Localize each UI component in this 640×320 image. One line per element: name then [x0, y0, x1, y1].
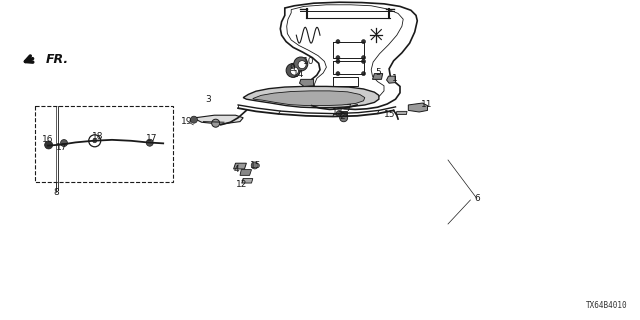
Text: 7: 7: [346, 104, 351, 113]
Polygon shape: [195, 115, 243, 124]
Text: TX64B4010: TX64B4010: [586, 301, 627, 310]
Circle shape: [252, 162, 258, 169]
Polygon shape: [242, 179, 253, 183]
Circle shape: [336, 40, 340, 44]
Polygon shape: [396, 111, 407, 115]
Text: 10: 10: [303, 57, 315, 66]
Circle shape: [61, 140, 67, 147]
Polygon shape: [408, 103, 428, 112]
Polygon shape: [387, 76, 396, 83]
Text: 8: 8: [54, 188, 59, 196]
Circle shape: [336, 111, 342, 116]
Text: 4: 4: [234, 165, 239, 174]
Circle shape: [191, 116, 197, 123]
Circle shape: [291, 67, 298, 75]
Polygon shape: [300, 79, 314, 86]
Circle shape: [362, 60, 365, 63]
Text: 6: 6: [474, 194, 479, 203]
Text: 5: 5: [376, 68, 381, 77]
Circle shape: [336, 60, 340, 63]
Text: 16: 16: [42, 135, 53, 144]
Circle shape: [336, 56, 340, 60]
Polygon shape: [253, 91, 365, 106]
Circle shape: [45, 141, 52, 149]
Text: FR.: FR.: [46, 53, 69, 66]
Text: 19: 19: [181, 117, 193, 126]
Circle shape: [362, 40, 365, 44]
Text: 18: 18: [92, 132, 103, 140]
Polygon shape: [234, 163, 246, 169]
Text: 17: 17: [146, 134, 157, 143]
Polygon shape: [372, 74, 383, 79]
Circle shape: [294, 57, 308, 71]
Text: 11: 11: [420, 100, 432, 109]
Circle shape: [336, 72, 340, 76]
Text: 17: 17: [56, 143, 68, 152]
Circle shape: [147, 139, 153, 146]
Text: 3: 3: [205, 95, 211, 104]
Text: 15: 15: [250, 161, 262, 170]
Text: 9: 9: [289, 64, 294, 73]
Text: 15: 15: [384, 110, 396, 119]
Text: 12: 12: [236, 180, 248, 188]
Polygon shape: [243, 86, 379, 108]
Circle shape: [93, 139, 97, 143]
Circle shape: [212, 119, 220, 127]
Circle shape: [340, 114, 348, 122]
Circle shape: [286, 63, 300, 77]
Circle shape: [298, 61, 306, 69]
Text: 2: 2: [339, 112, 344, 121]
Text: 14: 14: [293, 70, 305, 79]
Polygon shape: [338, 111, 347, 116]
Circle shape: [362, 56, 365, 60]
Circle shape: [362, 72, 365, 76]
Polygon shape: [240, 170, 252, 175]
Text: 1: 1: [392, 74, 397, 83]
Text: 13: 13: [332, 108, 343, 116]
